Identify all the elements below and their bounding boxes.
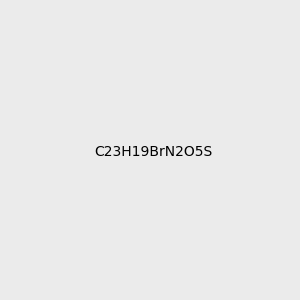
Text: C23H19BrN2O5S: C23H19BrN2O5S — [94, 145, 213, 158]
